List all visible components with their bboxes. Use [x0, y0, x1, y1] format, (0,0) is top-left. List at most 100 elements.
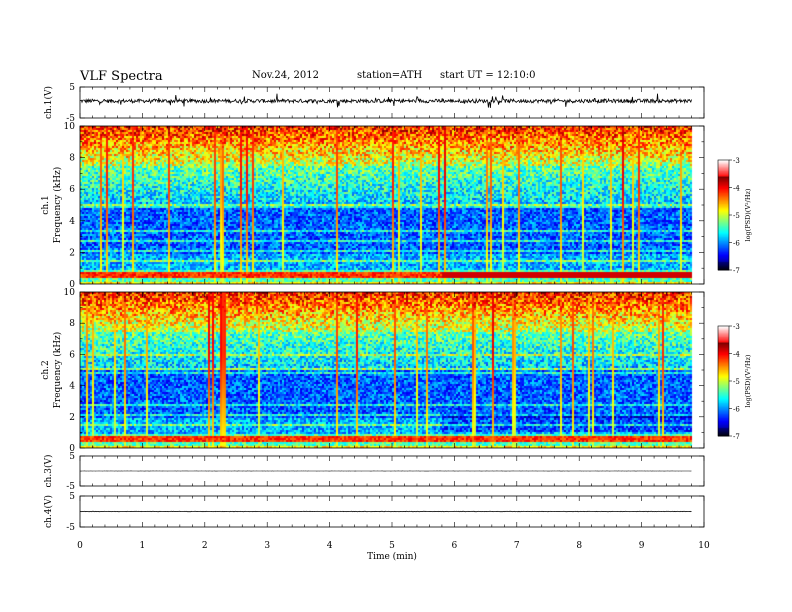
colorbar-segment	[718, 176, 729, 179]
colorbar-segment	[718, 363, 729, 365]
colorbar-segment	[718, 202, 729, 205]
spectrogram-ch2	[80, 292, 704, 448]
colorbar-segment	[718, 331, 729, 334]
colorbar-segment	[718, 227, 729, 230]
colorbar-segment	[718, 349, 729, 352]
chart-title: VLF Spectra	[80, 69, 163, 84]
colorbar-segment	[718, 177, 729, 180]
colorbar-tick-label: -6	[733, 240, 740, 248]
colorbar-segment	[718, 360, 729, 363]
colorbar-segment	[718, 409, 729, 412]
colorbar-segment	[718, 348, 729, 350]
colorbar-segment	[718, 372, 729, 375]
colorbar-segment	[718, 172, 729, 175]
y-tick-label: 5	[69, 452, 75, 462]
colorbar-segment	[718, 161, 729, 164]
colorbar-label: log(PSD)(V²/Hz)	[744, 354, 752, 407]
colorbar-segment	[718, 241, 729, 243]
colorbar-segment	[718, 335, 729, 338]
colorbar-segment	[718, 191, 729, 194]
colorbar-tick-label: -7	[733, 433, 740, 441]
colorbar-segment	[718, 376, 729, 379]
colorbar-segment	[718, 160, 729, 162]
colorbar-segment	[718, 346, 729, 349]
colorbar-segment	[718, 235, 729, 238]
colorbar-segment	[718, 394, 729, 397]
colorbar-segment	[718, 183, 729, 186]
colorbar-segment	[718, 379, 729, 382]
waveform-trace	[79, 93, 692, 108]
colorbar-segment	[718, 419, 729, 422]
x-tick-label: 7	[514, 541, 520, 551]
colorbar-segment	[718, 206, 729, 209]
colorbar-segment	[718, 180, 729, 183]
y-tick-label: 8	[69, 319, 75, 329]
colorbar-segment	[718, 375, 729, 378]
colorbar-segment	[718, 234, 729, 237]
y-tick-label: 10	[64, 122, 76, 132]
colorbar-segment	[718, 386, 729, 389]
colorbar-segment	[718, 221, 729, 224]
colorbar-segment	[718, 328, 729, 331]
colorbar-segment	[718, 434, 729, 437]
colorbar-segment	[718, 429, 729, 431]
colorbar-segment	[718, 239, 729, 242]
colorbar-segment	[718, 382, 729, 385]
colorbar-segment	[718, 187, 729, 190]
colorbar-segment	[718, 254, 729, 257]
colorbar-segment	[718, 166, 729, 169]
colorbar-segment	[718, 165, 729, 168]
x-tick-label: 10	[698, 541, 710, 551]
colorbar-segment	[718, 365, 729, 368]
x-tick-label: 6	[452, 541, 458, 551]
colorbar-segment	[718, 219, 729, 221]
y-tick-label: 2	[69, 413, 75, 423]
colorbar-segment	[718, 354, 729, 357]
colorbar-segment	[718, 407, 729, 409]
colorbar-segment	[718, 359, 729, 361]
colorbar-segment	[718, 387, 729, 390]
colorbar-segment	[718, 175, 729, 177]
colorbar-segment	[718, 197, 729, 199]
y-tick-label: 6	[69, 185, 75, 195]
colorbar-segment	[718, 392, 729, 394]
colorbar-segment	[718, 245, 729, 248]
colorbar-segment	[718, 405, 729, 408]
x-tick-label: 0	[77, 541, 83, 551]
colorbar-segment	[718, 400, 729, 403]
colorbar-segment	[718, 422, 729, 425]
colorbar-segment	[718, 378, 729, 381]
colorbar-segment	[718, 232, 729, 235]
y-tick-label: 4	[69, 217, 75, 227]
colorbar-segment	[718, 256, 729, 259]
colorbar-segment	[718, 253, 729, 256]
colorbar-segment	[718, 404, 729, 407]
colorbar-segment	[718, 220, 729, 223]
colorbar-segment	[718, 259, 729, 261]
colorbar-segment	[718, 164, 729, 166]
y-tick-label: -5	[66, 523, 75, 533]
colorbar-segment	[718, 343, 729, 346]
colorbar-segment	[718, 426, 729, 429]
colorbar-segment	[718, 231, 729, 234]
spectrogram-ch1	[80, 126, 704, 284]
colorbar-tick-label: -5	[733, 378, 740, 386]
colorbar-segment	[718, 184, 729, 187]
colorbar-segment	[718, 415, 729, 418]
colorbar-segment	[718, 350, 729, 353]
colorbar-segment	[718, 353, 729, 356]
colorbar-segment	[718, 345, 729, 348]
colorbar-segment	[718, 182, 729, 184]
colorbar-segment	[718, 430, 729, 433]
x-tick-label: 4	[327, 541, 333, 551]
colorbar-segment	[718, 263, 729, 265]
colorbar-segment	[718, 260, 729, 263]
colorbar-segment	[718, 403, 729, 405]
colorbar-segment	[718, 257, 729, 260]
colorbar-segment	[718, 414, 729, 416]
colorbar-segment	[718, 246, 729, 249]
colorbar-segment	[718, 408, 729, 411]
colorbar-segment	[718, 205, 729, 208]
colorbar-segment	[718, 223, 729, 226]
colorbar-segment	[718, 171, 729, 173]
